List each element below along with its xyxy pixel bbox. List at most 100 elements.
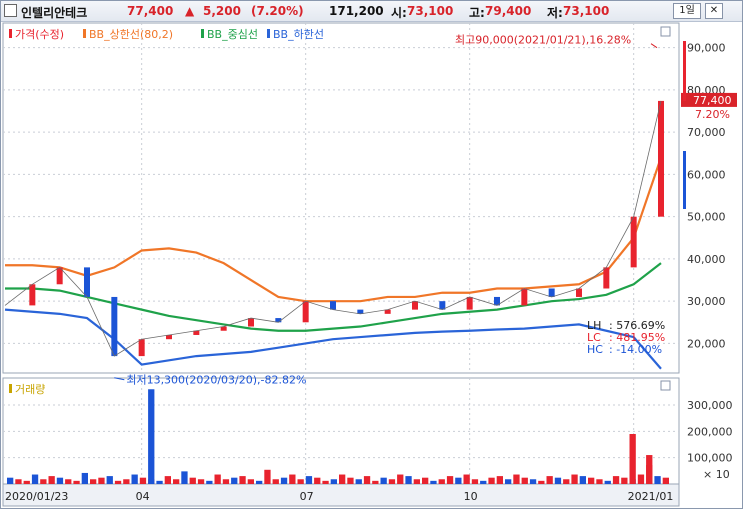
volume-bar	[446, 476, 454, 484]
volume-bar	[380, 477, 387, 484]
stock-name: 인텔리안테크	[21, 6, 88, 20]
volume-bar	[247, 479, 254, 484]
legend-swatch	[83, 29, 86, 38]
low-annotation: 최저13,300(2020/03/20),-82.82%	[126, 374, 306, 387]
price-candle	[302, 301, 309, 323]
stat-label: HC	[587, 343, 603, 356]
volume-bar	[239, 476, 246, 484]
legend-label: 가격(수정)	[15, 28, 64, 41]
volume-bar	[40, 479, 47, 484]
price-candle	[138, 339, 145, 357]
legend-label: BB_하한선	[273, 27, 324, 41]
volume-unit-label: × 10	[703, 468, 730, 481]
volume-bar	[156, 480, 163, 484]
volume-bar	[305, 476, 313, 484]
stat-label: LH	[587, 319, 601, 332]
price-tag-percent: 7.20%	[695, 108, 730, 121]
volume-bar	[81, 472, 88, 484]
legend-swatch	[267, 29, 270, 38]
volume-bar	[480, 480, 487, 484]
current-price: 77,400	[127, 4, 174, 18]
range-bar-down	[683, 151, 686, 209]
stat-value: : -14.00%	[609, 343, 662, 356]
volume-bar	[139, 477, 147, 484]
volume-bar	[413, 479, 420, 484]
price-candle	[521, 288, 528, 306]
volume-spike-bar	[646, 455, 653, 484]
volume-bar	[256, 480, 263, 484]
price-panel	[2, 22, 680, 374]
price-candle	[29, 284, 36, 306]
volume-bar	[339, 474, 346, 484]
low-label: 저:	[547, 6, 563, 20]
change-arrow: ▲	[185, 4, 195, 18]
price-tick-label: 20,000	[687, 337, 726, 350]
volume-bar	[189, 477, 196, 484]
volume-bar	[471, 479, 479, 484]
price-candle	[248, 318, 254, 327]
volume-bar	[56, 477, 64, 484]
volume-bar	[363, 476, 371, 484]
price-candle	[548, 288, 555, 297]
legend-label: BB_중심선	[207, 28, 258, 41]
volume-bar	[173, 479, 180, 484]
volume-legend-label: 거래량	[15, 383, 45, 396]
x-tick-label: 10	[464, 490, 478, 503]
high-annotation-pointer	[650, 43, 658, 49]
volume-bar	[579, 476, 586, 484]
volume-collapse-button[interactable]	[660, 380, 671, 391]
period-button[interactable]: 1일	[673, 3, 701, 19]
x-tick-label: 07	[300, 490, 314, 503]
price-candle	[603, 267, 610, 289]
price-candle	[384, 309, 391, 314]
volume-bar	[347, 477, 354, 484]
volume-tick-label: 300,000	[687, 399, 733, 412]
volume-bar	[23, 480, 30, 484]
price-candle	[466, 296, 473, 310]
volume-legend-swatch	[9, 384, 12, 393]
price-tick-label: 90,000	[687, 42, 726, 55]
price-candle	[439, 301, 446, 310]
volume-bar	[322, 480, 329, 484]
header-bar: 인텔리안테크 77,400 ▲ 5,200 (7.20%) 171,200 시:…	[1, 1, 742, 22]
price-tick-label: 60,000	[687, 168, 726, 181]
price-candle	[357, 309, 364, 314]
price-candle	[111, 296, 118, 357]
price-candle	[220, 326, 227, 331]
select-checkbox[interactable]	[4, 4, 17, 17]
price-candle	[166, 334, 172, 340]
volume-value: 171,200	[329, 4, 384, 18]
high-value: 79,400	[485, 4, 532, 18]
volume-bar	[106, 476, 113, 484]
volume-bar	[264, 469, 271, 484]
price-tick-label: 70,000	[687, 126, 726, 139]
volume-bar	[15, 479, 22, 484]
volume-bar	[463, 474, 470, 484]
volume-bar	[131, 474, 138, 484]
price-candle	[275, 318, 282, 323]
price-candle	[330, 301, 336, 310]
stat-value: : 481.95%	[609, 331, 665, 344]
volume-bar	[604, 480, 611, 484]
volume-bar	[546, 476, 553, 484]
volume-spike-bar	[148, 389, 155, 484]
x-axis-bar	[2, 483, 680, 507]
volume-bar	[405, 476, 412, 484]
volume-bar	[73, 480, 80, 484]
volume-bar	[114, 480, 122, 484]
volume-bar	[505, 479, 512, 484]
volume-bar	[65, 479, 72, 484]
price-line	[4, 100, 662, 357]
volume-tick-label: 200,000	[687, 425, 733, 438]
price-tick-label: 50,000	[687, 211, 726, 224]
price-tick-label: 30,000	[687, 295, 726, 308]
panel-collapse-button[interactable]	[660, 26, 671, 37]
close-button[interactable]: ✕	[705, 3, 723, 19]
volume-bar	[197, 479, 205, 484]
volume-bar	[314, 477, 321, 484]
price-tag-value: 77,400	[693, 94, 732, 107]
volume-bar	[563, 479, 570, 484]
volume-bar	[231, 477, 238, 484]
price-tick-label: 40,000	[687, 253, 726, 266]
